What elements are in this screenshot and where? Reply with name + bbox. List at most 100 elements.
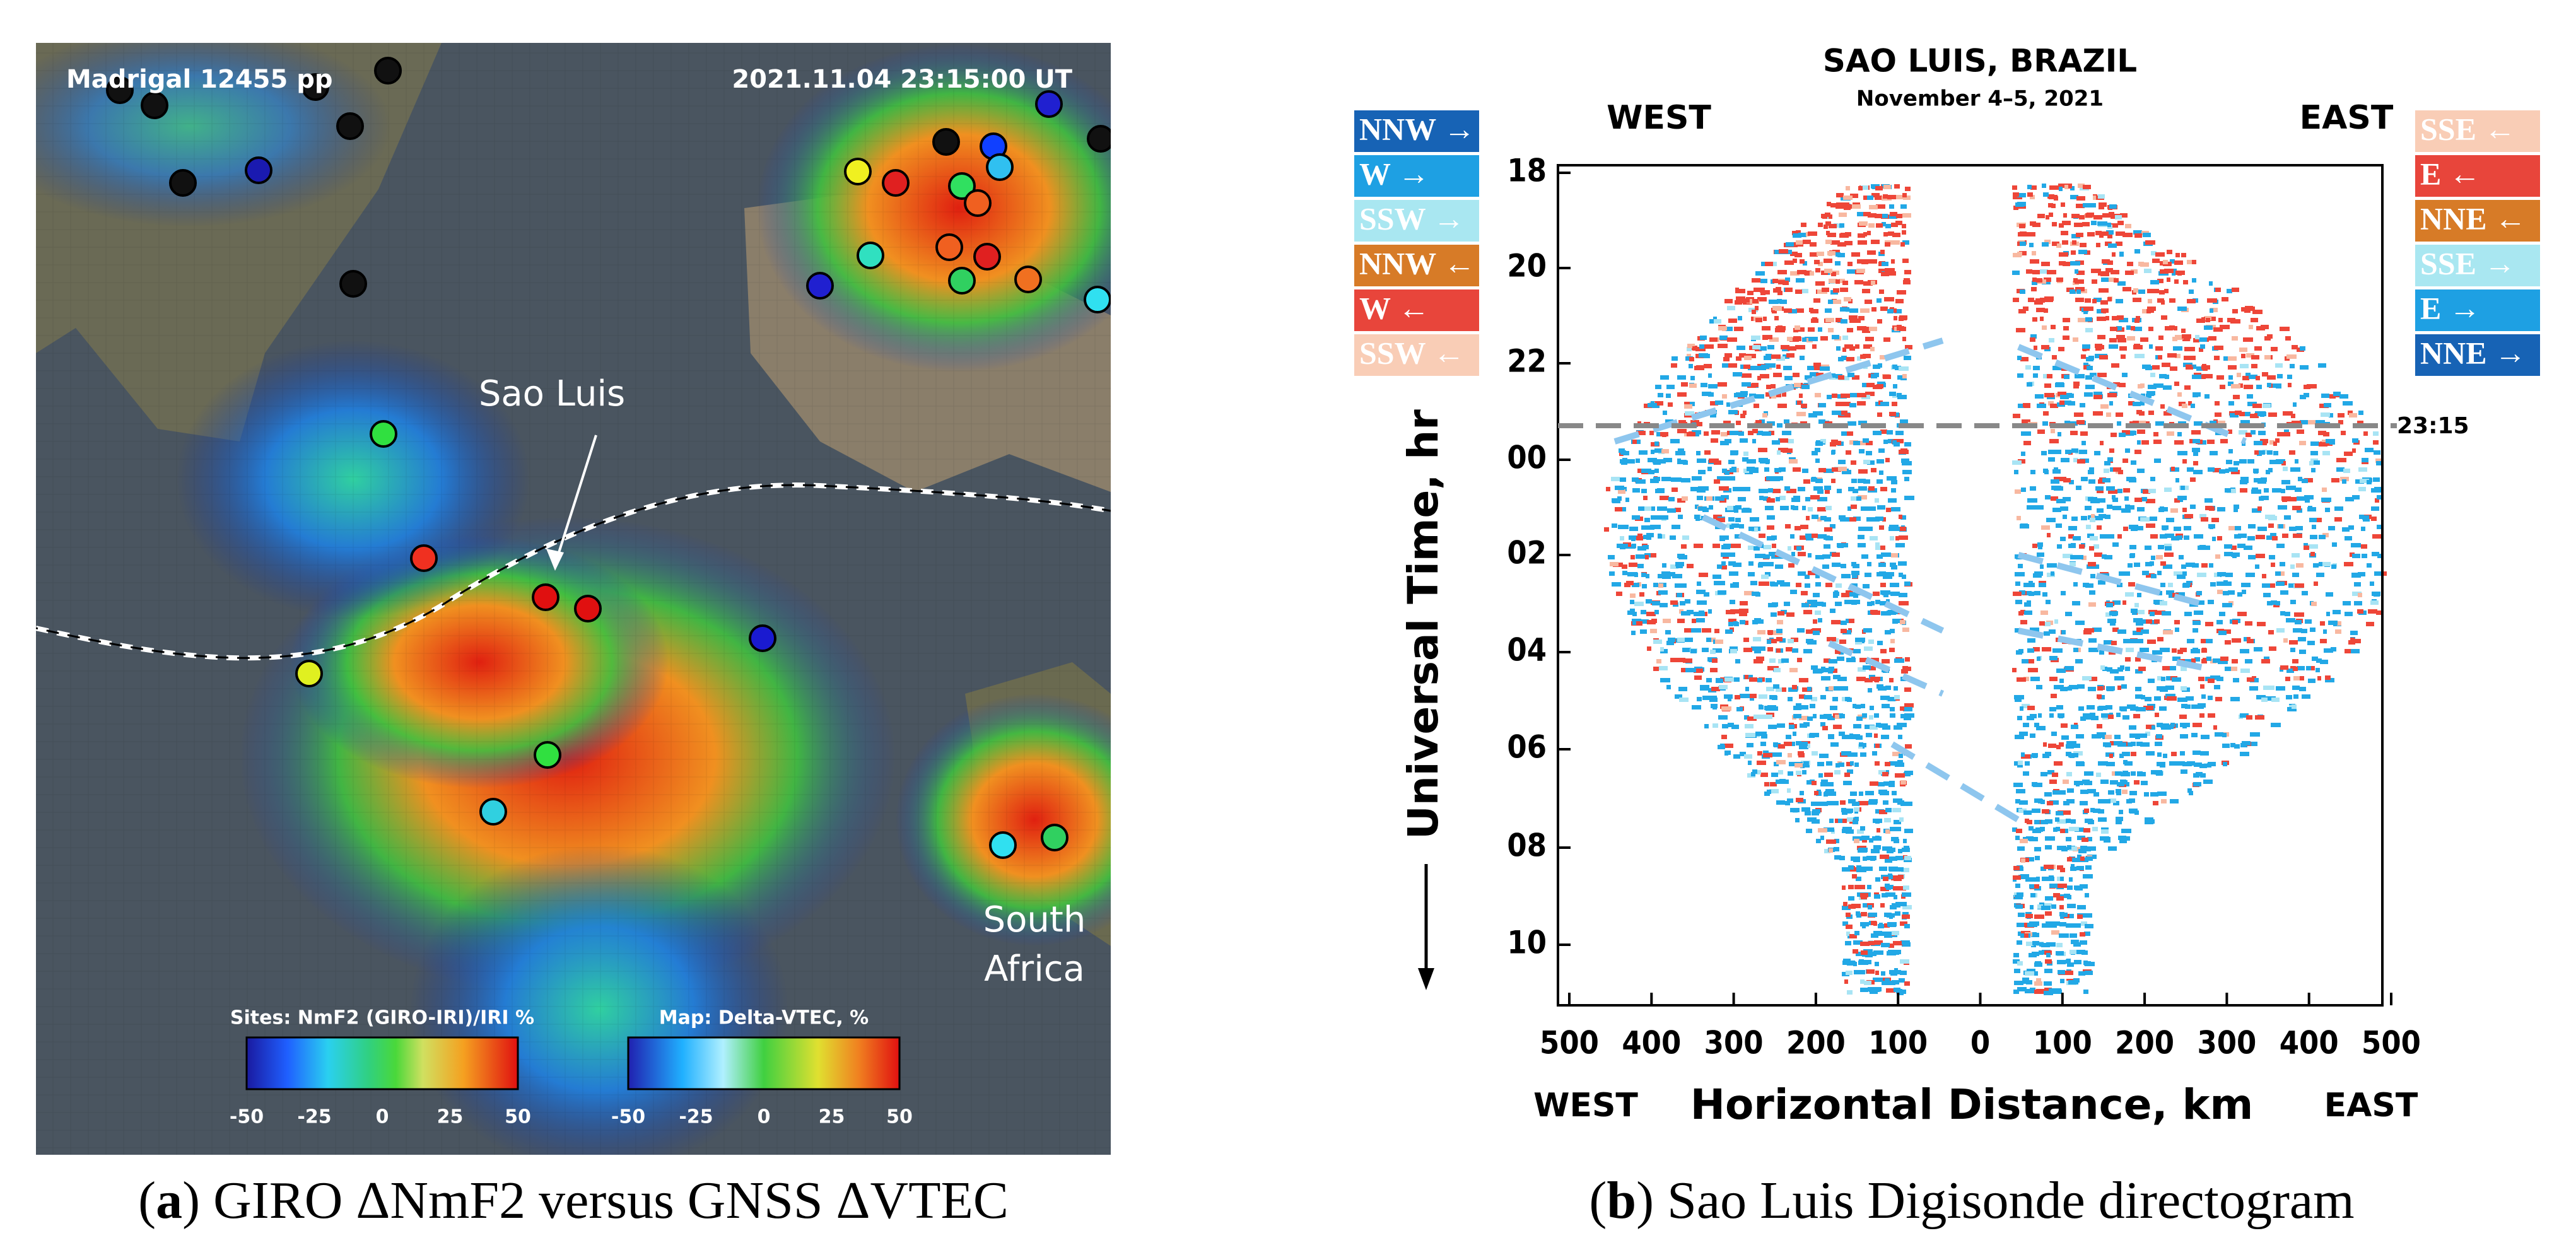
echo (1796, 771, 1801, 775)
echo (2049, 988, 2057, 993)
echo (2105, 515, 2111, 519)
echo (2227, 318, 2235, 322)
trace (1890, 741, 2020, 823)
echo (2093, 395, 2102, 399)
echo (2013, 990, 2019, 994)
echo (1889, 214, 1897, 219)
echo (1886, 508, 1891, 512)
echo (2095, 486, 2104, 491)
echo (1895, 221, 1902, 225)
echo (1690, 487, 1700, 491)
echo (1815, 574, 1820, 578)
echo (2272, 488, 2281, 493)
echo (1840, 307, 1849, 312)
echo (1750, 696, 1754, 701)
echo (2337, 621, 2341, 626)
echo (2210, 421, 2216, 425)
echo (2029, 826, 2034, 831)
echo (2304, 393, 2309, 397)
echo (1744, 754, 1752, 759)
echo (2114, 676, 2124, 680)
echo (2019, 590, 2025, 595)
echo (2358, 411, 2363, 415)
echo (2146, 391, 2155, 395)
echo (2314, 460, 2319, 465)
echo (2146, 499, 2155, 503)
echo (1835, 318, 1842, 322)
site-marker (245, 156, 272, 184)
echo (2293, 402, 2297, 407)
echo (2165, 686, 2174, 690)
echo (1608, 555, 1615, 559)
echo (1861, 950, 1868, 955)
echo (1753, 288, 1762, 292)
echo (2129, 791, 2135, 795)
echo (1724, 470, 1730, 475)
echo (2335, 629, 2341, 634)
echo (2148, 679, 2155, 683)
echo (1898, 561, 1907, 566)
echo (1895, 762, 1904, 767)
echo (1902, 461, 1912, 465)
echo (2054, 685, 2064, 689)
echo (1702, 696, 1707, 700)
echo (1675, 508, 1681, 512)
echo (2059, 261, 2066, 266)
echo (2310, 535, 2317, 539)
echo (1759, 694, 1767, 699)
echo (1606, 487, 1610, 491)
echo (2160, 269, 2169, 274)
echo (1762, 336, 1768, 340)
echo (1887, 476, 1897, 481)
echo (1781, 345, 1789, 349)
echo (2234, 461, 2239, 465)
echo (1758, 554, 1765, 558)
echo (2300, 346, 2305, 351)
echo (2374, 450, 2380, 455)
echo (1904, 477, 1909, 481)
echo (2187, 639, 2194, 643)
echo (1677, 638, 1686, 642)
echo (1726, 402, 1730, 407)
echo (2216, 677, 2223, 681)
echo (1806, 516, 1810, 520)
echo (2058, 392, 2066, 396)
echo (1875, 744, 1880, 748)
echo (1839, 856, 1845, 860)
echo (2053, 893, 2060, 897)
echo (1789, 762, 1797, 766)
echo (2125, 667, 2130, 671)
echo (1748, 546, 1753, 550)
echo (2175, 478, 2179, 482)
echo (2287, 497, 2297, 501)
echo (1733, 372, 1742, 377)
echo (2054, 761, 2063, 766)
echo (2177, 575, 2186, 579)
echo (2146, 394, 2152, 398)
echo (2105, 268, 2113, 272)
echo (2266, 696, 2276, 701)
echo (1777, 270, 1787, 274)
echo (1890, 212, 1894, 216)
echo (2049, 298, 2053, 302)
echo (2042, 754, 2049, 758)
echo (2145, 240, 2155, 245)
echo (1752, 527, 1758, 532)
echo (2228, 590, 2235, 595)
echo (1902, 259, 1909, 263)
echo (1885, 943, 1890, 947)
echo (2020, 706, 2023, 711)
echo (2257, 506, 2262, 511)
echo (2174, 326, 2177, 330)
echo (2063, 780, 2069, 784)
x-tick-label: 400 (1622, 1025, 1681, 1061)
echo (1752, 592, 1759, 596)
echo (2245, 433, 2252, 437)
echo (2150, 280, 2159, 284)
echo (2089, 467, 2094, 472)
echo (2237, 373, 2241, 377)
echo (1841, 356, 1847, 360)
echo (2144, 792, 2149, 797)
echo (1677, 460, 1687, 464)
echo (1881, 272, 1889, 276)
